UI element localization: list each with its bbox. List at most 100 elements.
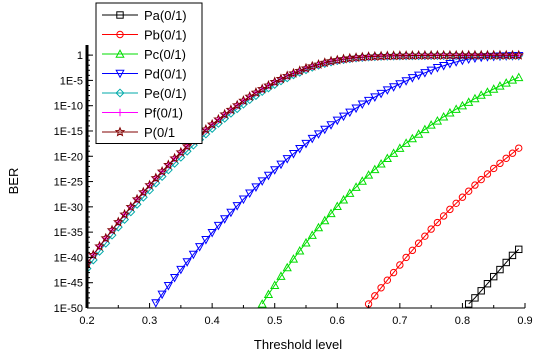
data-point — [87, 257, 93, 268]
data-point — [338, 112, 349, 122]
data-point — [407, 133, 418, 143]
data-point — [307, 230, 317, 239]
data-point — [396, 261, 404, 269]
y-tick-label: 1E-30 — [54, 202, 83, 214]
series-line — [468, 248, 520, 305]
data-point — [477, 287, 485, 295]
data-point — [257, 299, 267, 308]
data-point — [445, 60, 455, 69]
data-point — [220, 215, 230, 224]
data-point — [300, 62, 312, 73]
data-point — [502, 258, 510, 267]
x-tick-label: 0.2 — [79, 315, 94, 327]
data-point — [307, 60, 318, 71]
legend-label: Pa(0/1) — [144, 8, 187, 23]
y-tick-label: 1E-20 — [54, 151, 83, 163]
data-point — [119, 208, 130, 219]
legend-marker — [114, 126, 126, 137]
data-point — [496, 265, 504, 274]
data-point — [501, 78, 511, 87]
data-point — [131, 193, 143, 204]
y-tick-label: 1E-45 — [54, 278, 83, 290]
data-point — [282, 155, 292, 164]
data-point — [281, 70, 293, 81]
data-point — [326, 121, 336, 130]
data-point — [225, 104, 237, 115]
data-point — [276, 160, 286, 170]
data-point — [282, 262, 292, 272]
data-point — [176, 265, 186, 275]
data-point — [151, 299, 161, 308]
legend-label: Pd(0/1) — [144, 67, 187, 82]
data-point — [238, 195, 249, 205]
data-point — [295, 246, 305, 255]
data-point — [395, 80, 405, 89]
data-point — [432, 116, 443, 125]
data-point — [414, 239, 423, 247]
data-point — [182, 258, 192, 267]
data-point — [464, 300, 473, 308]
y-tick-label: 1 — [77, 50, 83, 62]
data-point — [157, 290, 167, 300]
data-point — [138, 186, 149, 197]
data-point — [395, 143, 405, 152]
data-point — [370, 93, 380, 102]
data-point — [125, 201, 137, 212]
data-point — [345, 108, 355, 118]
data-point — [357, 176, 367, 185]
data-point — [313, 222, 324, 232]
data-point — [388, 83, 399, 92]
data-point — [413, 129, 424, 138]
data-point — [207, 228, 217, 238]
data-point — [514, 72, 524, 82]
data-point — [433, 218, 442, 227]
data-point — [313, 58, 324, 69]
data-point — [200, 123, 212, 134]
legend-item: Pf(0/1) — [102, 106, 183, 121]
data-point — [213, 113, 224, 124]
data-point — [144, 179, 155, 190]
series-line — [368, 147, 520, 305]
data-point — [407, 74, 418, 83]
data-point — [515, 144, 523, 152]
data-point — [181, 140, 193, 151]
data-point — [389, 268, 398, 277]
data-point — [420, 69, 430, 78]
data-point — [245, 189, 255, 199]
data-point — [427, 225, 435, 233]
data-point — [163, 159, 174, 170]
data-point — [294, 65, 305, 76]
data-point — [256, 83, 268, 94]
y-tick-label: 1E-25 — [54, 177, 83, 189]
data-point — [226, 208, 236, 218]
data-point — [276, 271, 286, 280]
legend-item: P(0/1 — [102, 125, 175, 140]
data-point — [363, 96, 374, 106]
data-point — [332, 116, 342, 126]
data-point — [420, 124, 430, 134]
data-point — [345, 188, 355, 197]
data-point — [383, 276, 392, 284]
data-point — [288, 150, 299, 159]
y-tick-label: 1E-40 — [54, 252, 83, 264]
data-point — [156, 165, 168, 176]
legend-label: Pb(0/1) — [144, 28, 187, 43]
data-point — [113, 216, 124, 227]
data-point — [269, 76, 280, 87]
x-tick-label: 0.9 — [517, 315, 532, 327]
data-point — [371, 292, 379, 300]
data-point — [477, 175, 485, 184]
data-point — [238, 95, 249, 106]
data-point — [313, 130, 324, 139]
legend-label: Pc(0/1) — [144, 47, 186, 62]
data-point — [471, 181, 479, 189]
series-Pd(0/1) — [151, 52, 524, 308]
data-point — [476, 90, 486, 99]
y-tick-label: 1E-5 — [60, 75, 83, 87]
y-tick-label: 1E-50 — [54, 303, 83, 315]
legend-item: Pd(0/1) — [102, 67, 187, 82]
data-point — [194, 243, 205, 252]
data-point — [169, 152, 180, 163]
data-point — [320, 215, 330, 225]
data-point — [150, 172, 162, 183]
